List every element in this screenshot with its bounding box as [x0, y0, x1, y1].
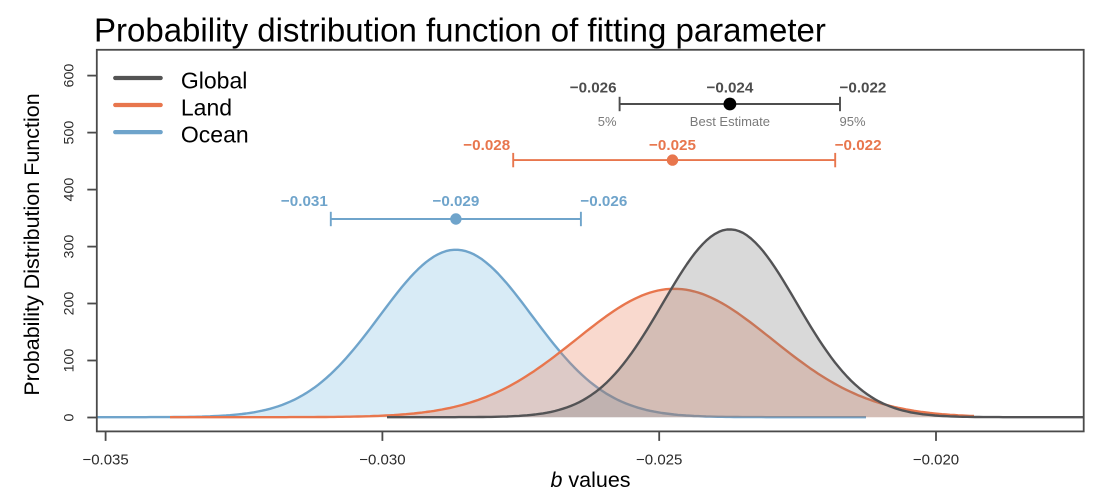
- svg-text:100: 100: [62, 349, 78, 373]
- svg-text:b values: b values: [550, 468, 630, 492]
- svg-text:−0.020: −0.020: [913, 452, 959, 469]
- svg-text:−0.030: −0.030: [359, 452, 405, 469]
- svg-text:−0.026: −0.026: [570, 80, 617, 97]
- svg-text:−0.035: −0.035: [82, 452, 128, 469]
- svg-text:−0.025: −0.025: [649, 137, 696, 154]
- svg-text:Probability distribution funct: Probability distribution function of fit…: [94, 11, 826, 48]
- svg-text:−0.025: −0.025: [636, 452, 682, 469]
- svg-text:95%: 95%: [840, 114, 866, 129]
- svg-text:200: 200: [62, 292, 78, 316]
- svg-text:400: 400: [62, 178, 78, 202]
- svg-text:−0.022: −0.022: [840, 80, 887, 97]
- svg-text:500: 500: [62, 121, 78, 145]
- svg-text:5%: 5%: [598, 114, 617, 129]
- svg-text:−0.024: −0.024: [706, 80, 753, 97]
- svg-text:Ocean: Ocean: [181, 122, 249, 148]
- svg-text:−0.026: −0.026: [580, 193, 627, 210]
- svg-text:−0.028: −0.028: [463, 137, 510, 154]
- svg-text:−0.031: −0.031: [281, 193, 328, 210]
- svg-text:300: 300: [62, 235, 78, 259]
- svg-text:Land: Land: [181, 95, 232, 121]
- svg-text:Probability Distribution Funct: Probability Distribution Function: [20, 93, 44, 395]
- svg-text:−0.029: −0.029: [432, 193, 479, 210]
- svg-text:Global: Global: [181, 68, 247, 94]
- svg-text:Best Estimate: Best Estimate: [690, 114, 770, 129]
- svg-text:0: 0: [62, 413, 78, 421]
- svg-text:−0.022: −0.022: [835, 137, 882, 154]
- svg-text:600: 600: [62, 64, 78, 88]
